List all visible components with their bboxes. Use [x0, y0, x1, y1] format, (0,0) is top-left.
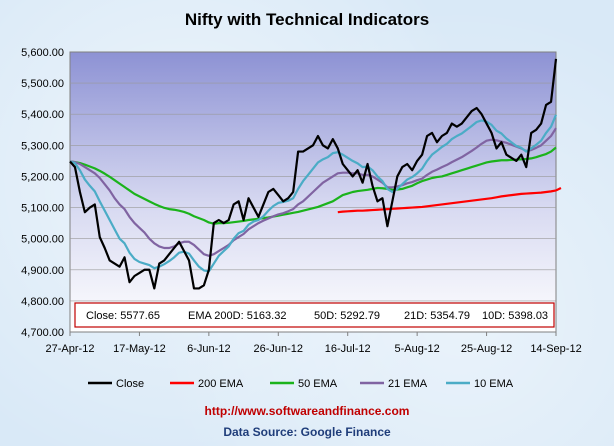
- y-tick-label: 5,500.00: [21, 78, 64, 90]
- info-box: [74, 302, 555, 328]
- legend-label-200ema: 200 EMA: [198, 378, 244, 390]
- series-line-50-ema: [69, 146, 557, 225]
- x-tick-label: 27-Apr-12: [46, 343, 95, 355]
- x-tick-label: 14-Sep-12: [530, 343, 581, 355]
- x-tick-label: 6-Jun-12: [187, 343, 230, 355]
- x-tick-label: 26-Jun-12: [254, 343, 304, 355]
- chart-title: Nifty with Technical Indicators: [184, 10, 430, 29]
- website-link[interactable]: http://www.softwareandfinance.com: [204, 404, 410, 418]
- y-tick-label: 4,700.00: [21, 327, 64, 339]
- data-source-label: Data Source: Google Finance: [223, 425, 391, 439]
- y-tick-label: 4,900.00: [21, 265, 64, 277]
- y-tick-label: 5,400.00: [21, 109, 64, 121]
- x-tick-label: 5-Aug-12: [395, 343, 440, 355]
- y-tick-label: 5,000.00: [21, 234, 64, 246]
- series-line-21-ema: [69, 127, 557, 257]
- y-tick-label: 5,200.00: [21, 171, 64, 183]
- y-axis: 5,600.00 5,500.00 5,400.00 5,300.00 5,200.00…: [21, 47, 64, 339]
- info-ema200: EMA 200D: 5163.32: [188, 310, 286, 322]
- info-ema21: 21D: 5354.79: [404, 310, 470, 322]
- x-axis: 27-Apr-12 17-May-12 6-Jun-12 26-Jun-12 16-Ju…: [46, 332, 582, 355]
- x-tick-label: 17-May-12: [113, 343, 166, 355]
- series-line-200-ema: [337, 186, 562, 214]
- info-ema50: 50D: 5292.79: [314, 310, 380, 322]
- x-tick-label: 16-Jul-12: [325, 343, 371, 355]
- info-close: Close: 5577.65: [86, 310, 160, 322]
- info-ema10: 10D: 5398.03: [482, 310, 548, 322]
- y-tick-label: 5,300.00: [21, 140, 64, 152]
- y-tick-label: 4,800.00: [21, 296, 64, 308]
- legend-label-close: Close: [116, 378, 144, 390]
- x-tick-label: 25-Aug-12: [461, 343, 512, 355]
- legend-label-21ema: 21 EMA: [388, 378, 428, 390]
- y-tick-label: 5,100.00: [21, 203, 64, 215]
- series-lines: [69, 58, 562, 290]
- y-tick-label: 5,600.00: [21, 47, 64, 59]
- series-line-10-ema: [69, 114, 558, 273]
- series-line-close: [69, 58, 558, 290]
- legend-label-50ema: 50 EMA: [298, 378, 338, 390]
- legend: Close 200 EMA 50 EMA 21 EMA 10 EMA: [88, 378, 514, 390]
- legend-label-10ema: 10 EMA: [474, 378, 514, 390]
